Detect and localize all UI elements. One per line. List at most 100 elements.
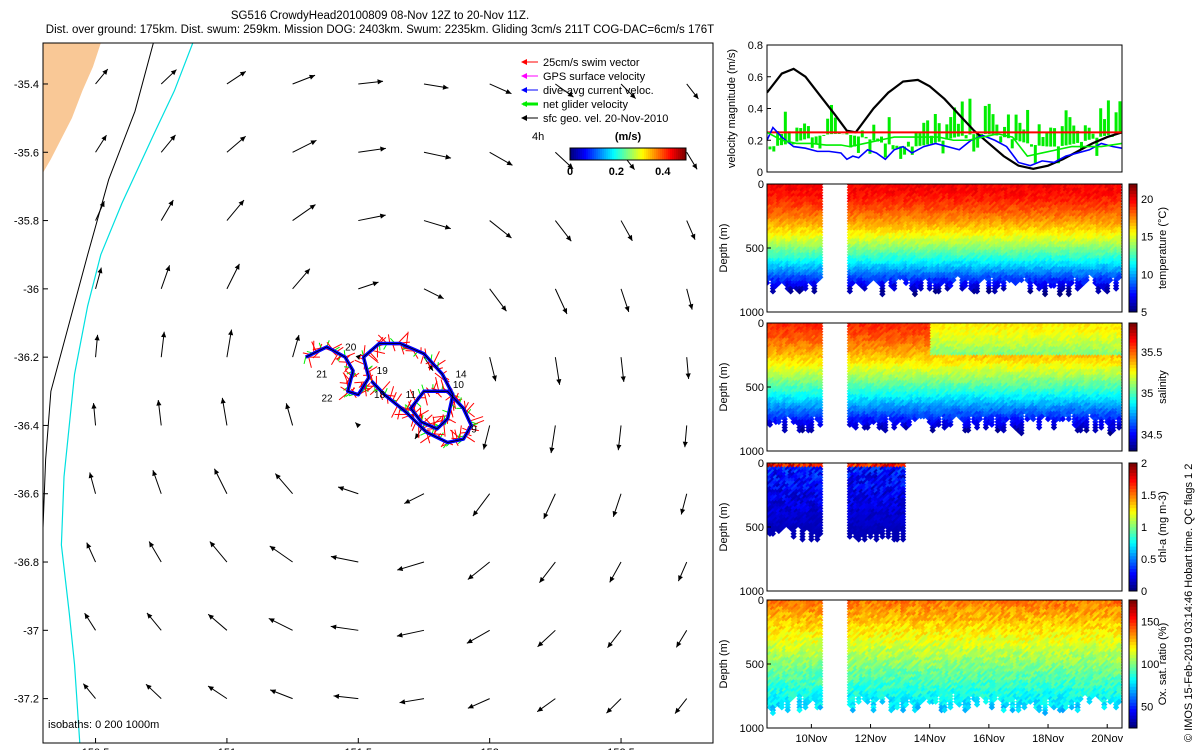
legend-label: 25cm/s swim vector (543, 57, 640, 69)
day-label: 11 (406, 390, 417, 401)
geo-velocity-arrowhead (539, 576, 545, 583)
geo-velocity-arrowhead (101, 135, 107, 142)
geo-velocity-arrowhead (102, 69, 108, 75)
geo-velocity-arrowhead (275, 473, 281, 480)
section-colorbar-cell (1129, 222, 1137, 226)
figure-title-line1: SG516 CrowdyHead20100809 08-Nov 12Z to 2… (230, 10, 530, 22)
geo-velocity-arrowhead (567, 163, 574, 169)
map-xtick-label: 152.5 (607, 747, 635, 750)
glider-track-centerline (305, 343, 472, 443)
section-colorbar-cell (1129, 286, 1137, 290)
colorbar-cell (676, 148, 679, 160)
geo-velocity-arrowhead (565, 235, 572, 242)
geo-velocity-arrowhead (676, 641, 682, 648)
colorbar-cell (586, 148, 589, 160)
colorbar-cell (624, 148, 627, 160)
geo-velocity-arrowhead (414, 433, 421, 440)
geo-velocity-arrowhead (692, 163, 698, 170)
colorbar-cell (620, 148, 623, 160)
geo-velocity-arrowhead (629, 92, 636, 99)
colorbar-cell (612, 148, 615, 160)
geo-velocity-arrowhead (238, 200, 244, 206)
net-velocity-vector (303, 357, 307, 365)
colorbar-cell (640, 148, 643, 160)
section-colorbar-cell (1129, 264, 1137, 268)
colorbar-cell (606, 148, 609, 160)
day-label: 18 (374, 390, 386, 401)
velocity-ytick-label: 0.2 (748, 135, 763, 147)
colorbar-cell (642, 148, 645, 160)
geo-velocity-arrowhead (228, 329, 234, 336)
colorbar-cell (678, 148, 681, 160)
geo-velocity-arrowhead (165, 265, 171, 272)
colorbar-cell (592, 148, 595, 160)
section-colorbar-cell (1129, 292, 1137, 297)
geo-velocity-arrowhead (161, 331, 167, 338)
colorbar-cell (662, 148, 665, 160)
colorbar-cell (626, 148, 629, 160)
section-colorbar-cell (1129, 225, 1137, 230)
swim-vector (389, 386, 395, 400)
geo-velocity-arrowhead (537, 641, 544, 647)
colorbar-cell (608, 148, 611, 160)
legend-arrowhead (521, 101, 527, 107)
section-colorbar-cell (1129, 299, 1137, 303)
colorbar-cell (682, 148, 685, 160)
velocity-ytick-label: 0.6 (748, 72, 763, 84)
geo-velocity-arrowhead (355, 422, 361, 429)
geo-velocity-arrowhead (379, 213, 386, 219)
geo-velocity-arrowhead (543, 512, 549, 519)
section-colorbar-cell (1129, 296, 1137, 300)
geo-velocity-arrowhead (396, 632, 403, 638)
section-colorbar-cell (1129, 235, 1137, 239)
section-colorbar-cell (1129, 260, 1137, 265)
section-sample (769, 288, 777, 295)
swim-vector (454, 429, 458, 441)
swim-vector (432, 351, 440, 365)
swim-vector (417, 409, 429, 418)
map-xtick-label: 151 (218, 747, 236, 750)
geo-velocity-arrowhead (444, 224, 451, 230)
geo-velocity-arrowhead (612, 510, 618, 517)
geo-velocity-arrowhead (310, 140, 317, 146)
day-label: 10 (453, 380, 465, 391)
day-label: 22 (322, 394, 334, 405)
section-colorbar-cell (1129, 305, 1137, 310)
geo-velocity-arrowhead (680, 508, 686, 515)
section-colorbar-cell (1129, 248, 1137, 252)
geo-velocity-arrowhead (505, 89, 512, 94)
geo-velocity-arrowhead (437, 293, 444, 299)
section-colorbar-cell (1129, 289, 1137, 294)
section-colorbar-tick: 10 (1141, 269, 1153, 281)
map-ytick-label: -37 (23, 625, 39, 637)
legend-label: GPS surface velocity (543, 71, 646, 83)
colorbar-cell (658, 148, 661, 160)
geo-velocity-arrowhead (94, 334, 100, 341)
colorbar-cell (664, 148, 667, 160)
geo-velocity-arrowhead (91, 403, 97, 409)
velocity-content (767, 67, 1122, 170)
geo-velocity-arrowhead (607, 641, 613, 648)
section-colorbar-cell (1129, 238, 1137, 242)
legend-arrowhead (521, 115, 527, 121)
section-ytick-label: 0 (758, 179, 764, 191)
swim-vector (435, 359, 446, 367)
section-colorbar-cell (1129, 200, 1137, 204)
geo-velocity-arrowhead (209, 541, 216, 548)
geo-velocity-arrowhead (472, 510, 479, 517)
geo-velocity-arrowhead (537, 706, 544, 712)
geo-velocity-arrowhead (427, 364, 434, 371)
velocity-ytick-label: 0.4 (748, 104, 763, 116)
section-sample (787, 288, 794, 295)
colorbar-cell (644, 148, 647, 160)
geo-velocity-arrowhead (333, 693, 340, 700)
section-colorbar-cell (1129, 228, 1137, 233)
colorbar-cell (680, 148, 683, 160)
geo-velocity-arrowhead (152, 470, 158, 477)
map-ytick-label: -36.2 (14, 352, 39, 364)
colorbar-cell (646, 148, 649, 160)
velocity-series-line (767, 126, 1122, 167)
colorbar-cell (582, 148, 585, 160)
